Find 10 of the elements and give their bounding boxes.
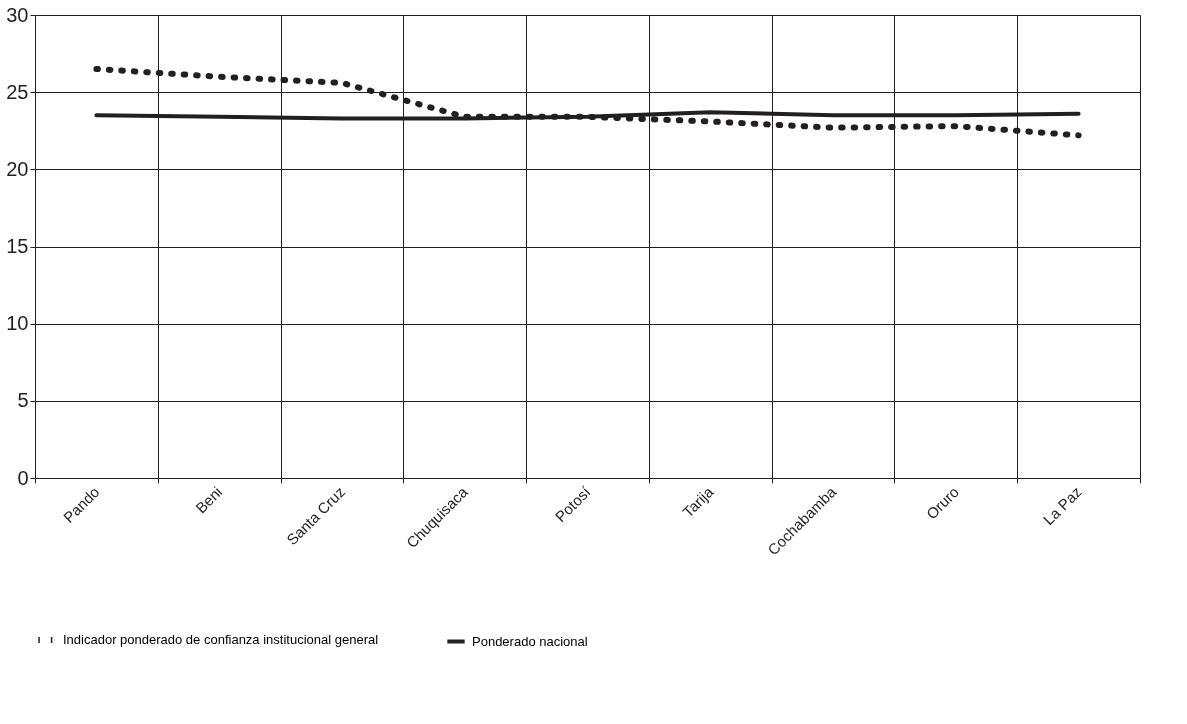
x-tick-label: La Paz bbox=[1039, 483, 1085, 529]
y-tick-label: 5 bbox=[17, 389, 29, 412]
y-tick-label: 10 bbox=[6, 312, 29, 335]
y-tick-label: 25 bbox=[6, 80, 29, 103]
y-tick-label: 30 bbox=[6, 3, 29, 26]
legend-label: Ponderado nacional bbox=[472, 633, 588, 649]
legend-label: Indicador ponderado de confianza institucional general bbox=[63, 632, 379, 647]
y-tick-label: 15 bbox=[6, 235, 29, 257]
y-tick-label: 20 bbox=[6, 157, 29, 180]
y-tick-label: 0 bbox=[17, 466, 29, 489]
